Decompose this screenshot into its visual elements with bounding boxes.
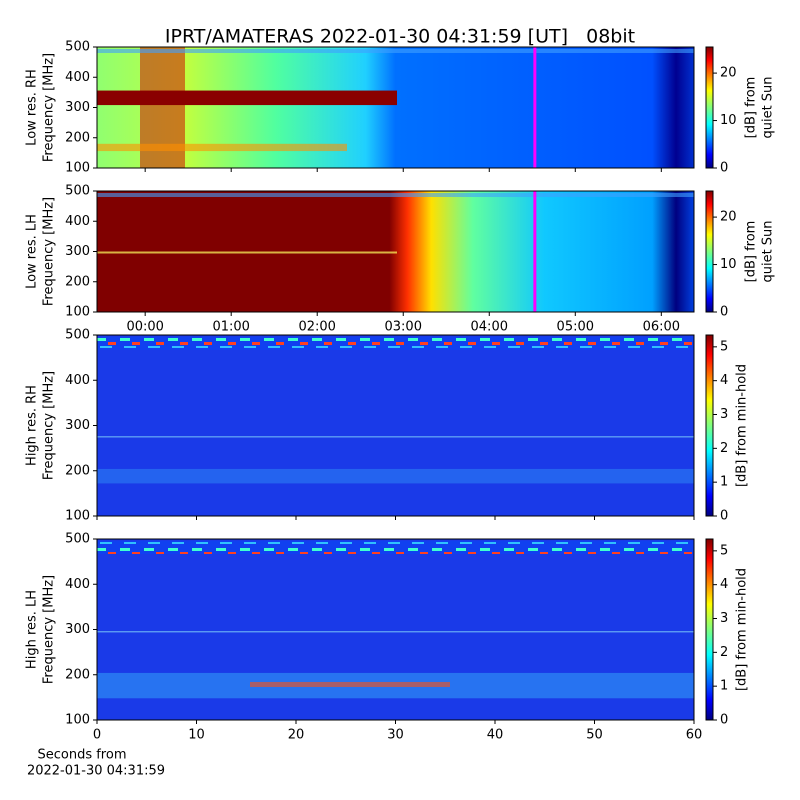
- colorbar-tick-label: 0: [720, 305, 728, 320]
- colorbar-tick-label: 4: [720, 577, 728, 592]
- colorbar-tick-label: 20: [720, 210, 737, 225]
- colorbar: [705, 190, 714, 313]
- spectrogram: [97, 541, 694, 554]
- y-tick-label: 500: [65, 184, 90, 199]
- x-tick-label: 60: [686, 728, 703, 743]
- y-axis-label: Low res. LH: [25, 214, 40, 289]
- y-tick-label: 400: [65, 214, 90, 229]
- colorbar-tick-label: 2: [720, 441, 728, 456]
- y-tick-label: 100: [65, 305, 90, 320]
- colorbar-tick-label: 5: [720, 339, 728, 354]
- y-axis-label: Frequency [MHz]: [42, 371, 57, 480]
- x-tick-label: 04:00: [471, 320, 508, 335]
- colorbar-tick-label: 10: [720, 113, 737, 128]
- x-axis-label: 2022-01-30 04:31:59: [27, 764, 165, 779]
- x-tick-label: 0: [93, 728, 101, 743]
- colorbar-tick-label: 20: [720, 66, 737, 81]
- colorbar-tick-label: 5: [720, 543, 728, 558]
- colorbar-tick-label: 1: [720, 679, 728, 694]
- y-tick-label: 300: [65, 418, 90, 433]
- x-tick-label: 40: [487, 728, 504, 743]
- spectrogram: [97, 631, 694, 633]
- y-tick-label: 400: [65, 577, 90, 592]
- y-tick-label: 100: [65, 509, 90, 524]
- x-tick-label: 30: [387, 728, 404, 743]
- colorbar-tick-label: 2: [720, 645, 728, 660]
- colorbar-tick-label: 0: [720, 713, 728, 728]
- y-tick-label: 200: [65, 130, 90, 145]
- spectrogram: [97, 468, 694, 484]
- colorbar-tick-label: 4: [720, 373, 728, 388]
- colorbar-label: quiet Sun: [761, 76, 776, 138]
- y-tick-label: 200: [65, 274, 90, 289]
- y-tick-label: 300: [65, 622, 90, 637]
- spectrogram: [97, 337, 694, 350]
- y-tick-label: 400: [65, 373, 90, 388]
- spectrogram: [97, 90, 397, 106]
- y-axis-label: High res. LH: [25, 590, 40, 669]
- y-tick-label: 200: [65, 463, 90, 478]
- y-tick-label: 300: [65, 244, 90, 259]
- y-tick-label: 500: [65, 328, 90, 343]
- spectrogram: [97, 49, 694, 53]
- x-tick-label: 02:00: [298, 320, 335, 335]
- colorbar: [705, 46, 714, 169]
- x-tick-label: 05:00: [557, 320, 594, 335]
- colorbar-tick-label: 1: [720, 475, 728, 490]
- colorbar-tick-label: 0: [720, 161, 728, 176]
- y-axis-label: Frequency [MHz]: [42, 197, 57, 306]
- y-axis-label: Frequency [MHz]: [42, 575, 57, 684]
- y-tick-label: 300: [65, 100, 90, 115]
- y-axis-label: Low res. RH: [25, 69, 40, 146]
- x-axis-label: Seconds from: [37, 748, 126, 763]
- x-tick-label: 50: [586, 728, 603, 743]
- spectrogram: [97, 335, 694, 516]
- spectrogram: [97, 193, 694, 197]
- colorbar-label: [dB] from min-hold: [735, 568, 750, 691]
- title: IPRT/AMATERAS 2022-01-30 04:31:59 [UT] 0…: [165, 26, 635, 48]
- y-tick-label: 100: [65, 161, 90, 176]
- colorbar-label: quiet Sun: [761, 220, 776, 282]
- y-axis-label: Frequency [MHz]: [42, 53, 57, 162]
- spectrogram: [97, 143, 347, 152]
- x-tick-label: 20: [288, 728, 305, 743]
- x-tick-label: 03:00: [385, 320, 422, 335]
- y-tick-label: 500: [65, 40, 90, 55]
- spectrogram: [97, 251, 397, 254]
- x-tick-label: 01:00: [212, 320, 249, 335]
- colorbar-label: [dB] from min-hold: [735, 364, 750, 487]
- y-tick-label: 200: [65, 667, 90, 682]
- y-tick-label: 500: [65, 532, 90, 547]
- y-tick-label: 100: [65, 713, 90, 728]
- colorbar-label: [dB] from: [744, 221, 759, 283]
- x-tick-label: 06:00: [643, 320, 680, 335]
- y-axis-label: High res. RH: [25, 385, 40, 466]
- colorbar-tick-label: 0: [720, 509, 728, 524]
- colorbar-label: [dB] from: [744, 77, 759, 139]
- x-tick-label: 10: [188, 728, 205, 743]
- colorbar-tick-label: 3: [720, 611, 728, 626]
- colorbar-tick-label: 10: [720, 257, 737, 272]
- colorbar: [705, 538, 714, 721]
- spectrogram: [97, 436, 694, 438]
- x-tick-label: 00:00: [126, 320, 163, 335]
- spectrogram: [250, 681, 450, 687]
- y-tick-label: 400: [65, 70, 90, 85]
- colorbar-tick-label: 3: [720, 407, 728, 422]
- colorbar: [705, 334, 714, 517]
